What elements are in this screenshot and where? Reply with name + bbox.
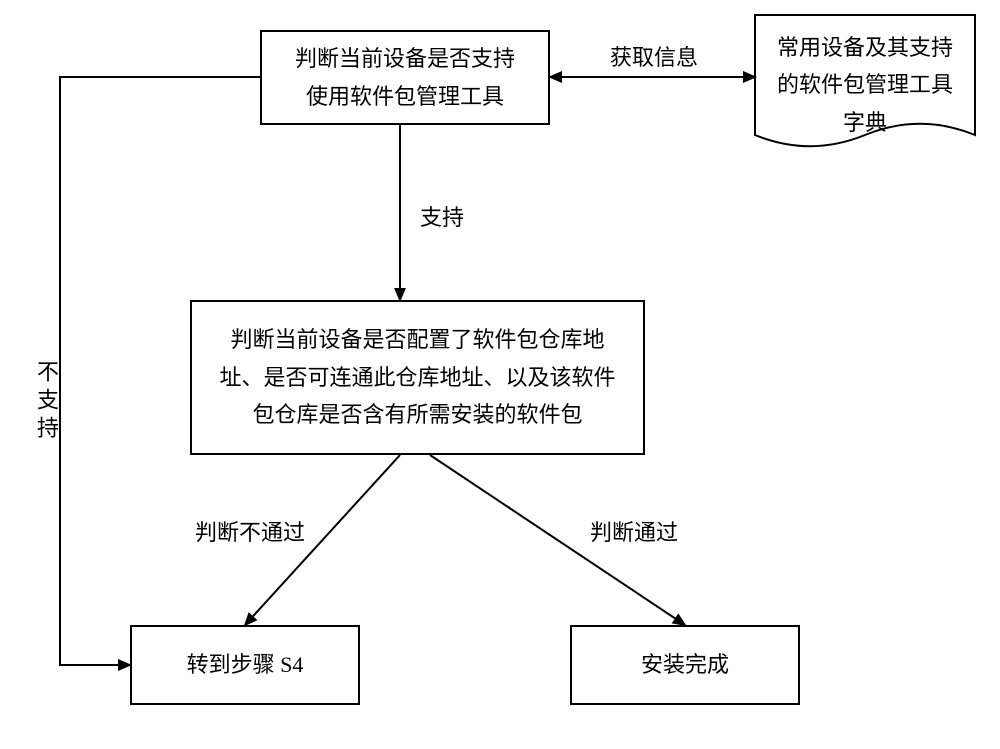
node-text: 判断当前设备是否支持使用软件包管理工具 bbox=[295, 40, 515, 115]
edge-label-pass: 判断通过 bbox=[590, 515, 678, 547]
node-goto-s4: 转到步骤 S4 bbox=[130, 625, 360, 705]
edge-label-get-info: 获取信息 bbox=[610, 40, 698, 72]
edge-label-support: 支持 bbox=[420, 200, 464, 232]
node-text: 判断当前设备是否配置了软件包仓库地址、是否可连通此仓库地址、以及该软件包仓库是否… bbox=[219, 321, 615, 433]
node-check-repo: 判断当前设备是否配置了软件包仓库地址、是否可连通此仓库地址、以及该软件包仓库是否… bbox=[190, 300, 645, 455]
node-text: 常用设备及其支持的软件包管理工具字典 bbox=[755, 29, 975, 141]
node-install-complete: 安装完成 bbox=[570, 625, 800, 705]
edge-label-nosupport: 不支持 bbox=[30, 360, 62, 444]
edge-label-fail: 判断不通过 bbox=[195, 515, 305, 547]
node-text: 转到步骤 S4 bbox=[187, 646, 304, 683]
node-check-support: 判断当前设备是否支持使用软件包管理工具 bbox=[260, 30, 550, 125]
node-text: 安装完成 bbox=[641, 646, 729, 683]
node-dictionary-document: 常用设备及其支持的软件包管理工具字典 bbox=[755, 15, 975, 135]
